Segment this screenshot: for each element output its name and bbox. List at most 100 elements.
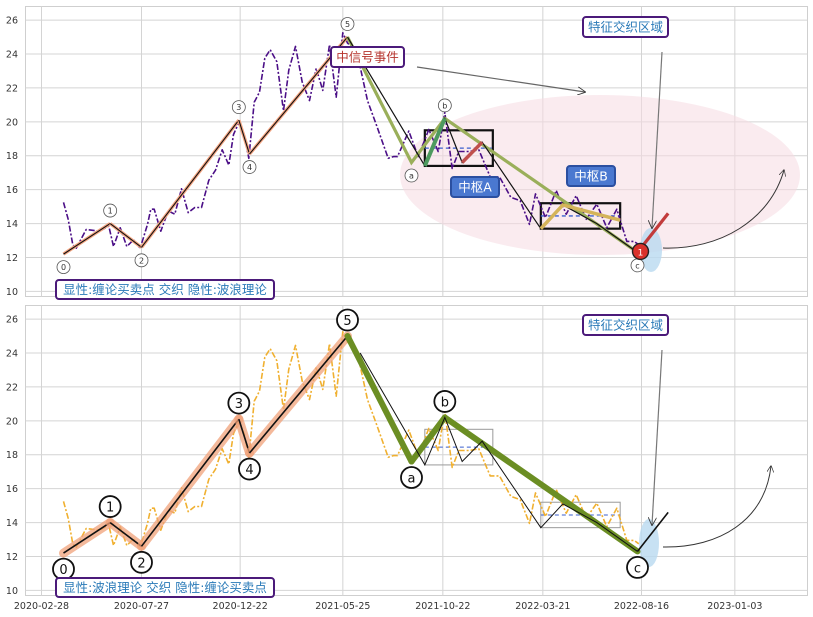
wave-marker-label: 1 (106, 501, 114, 516)
wave-marker-label: 3 (235, 397, 243, 412)
x-tick-label: 2021-10-22 (415, 601, 470, 612)
signal-arrow (416, 66, 585, 92)
wave-marker-label: 4 (245, 463, 253, 478)
y-tick-label: 26 (6, 16, 18, 27)
bi-line (141, 119, 240, 248)
buy-point-label: 1 (638, 248, 644, 258)
wave-line (140, 418, 240, 547)
zone-arrow (652, 349, 663, 525)
wave-marker (56, 260, 71, 275)
wave-marker (242, 160, 257, 174)
hub-b-label-box (566, 165, 616, 187)
bi-line (63, 223, 111, 255)
wave-marker (336, 308, 359, 332)
y-tick-label: 18 (6, 151, 18, 162)
wave-marker-label: 2 (137, 556, 145, 571)
wave-marker-label: 5 (345, 20, 350, 29)
wave-marker (433, 390, 457, 413)
zone-label: 特征交织区域 (588, 318, 663, 333)
x-tick-label: 2020-07-27 (114, 601, 169, 612)
wave-marker (437, 98, 452, 113)
wave-marker-label: 0 (59, 563, 67, 578)
wave-marker-label: 2 (139, 256, 144, 265)
wave-marker-label: 4 (247, 163, 252, 172)
price-series-line (62, 31, 640, 249)
wave-marker (400, 466, 423, 489)
y-tick-label: 10 (6, 586, 18, 597)
hub-a-label: 中枢A (458, 180, 492, 195)
wave-marker (98, 495, 122, 518)
wave-marker-label: b (441, 395, 449, 410)
segment-line (346, 36, 639, 254)
wave-marker-label: a (408, 472, 416, 487)
wave-line (63, 521, 111, 554)
corner-caption: 显性:波浪理论 交织 隐性:缠论买卖点 (63, 580, 267, 595)
wave-marker (626, 556, 649, 579)
hub-b-stroke (539, 202, 621, 230)
y-tick-label: 18 (6, 450, 18, 461)
wave-marker (130, 550, 153, 574)
forecast-arrow (662, 466, 771, 548)
rebound-stroke (636, 511, 669, 552)
y-tick-label: 10 (6, 287, 18, 298)
wave-line (344, 333, 415, 465)
zone-arrow (652, 51, 663, 228)
wave-line (238, 418, 251, 454)
y-tick-label: 22 (6, 382, 18, 393)
y-tick-label: 20 (6, 416, 18, 427)
wave-marker (238, 457, 261, 481)
wave-line (109, 521, 142, 547)
x-tick-label: 2022-08-16 (614, 601, 669, 612)
corner-caption-box (55, 279, 275, 300)
y-tick-label: 14 (6, 219, 18, 230)
y-tick-label: 16 (6, 484, 18, 495)
zone-label-box (582, 314, 669, 336)
wave-marker-label: 0 (61, 263, 66, 272)
hub-red-stroke (460, 140, 484, 164)
wave-marker-label: c (635, 261, 639, 270)
y-tick-label: 14 (6, 518, 18, 529)
y-tick-label: 22 (6, 83, 18, 94)
x-tick-label: 2020-02-28 (14, 601, 69, 612)
corner-caption-box (55, 577, 275, 598)
y-tick-label: 24 (6, 348, 18, 359)
y-tick-label: 12 (6, 253, 18, 264)
buy-point-highlight (640, 228, 662, 272)
wave-marker-label: a (409, 172, 414, 181)
x-tick-label: 2023-01-03 (707, 601, 762, 612)
bi-line (238, 119, 251, 155)
wave-marker (103, 203, 118, 218)
wave-marker-label: 3 (236, 103, 241, 112)
hub-up-stroke (422, 117, 447, 167)
wave-marker-label: b (442, 101, 447, 110)
x-tick-label: 2022-03-21 (515, 601, 570, 612)
wave-marker (231, 100, 246, 115)
y-tick-label: 26 (6, 315, 18, 326)
wave-line (248, 335, 349, 454)
forecast-arrow (662, 170, 784, 249)
signal-label-box (330, 46, 405, 68)
x-tick-label: 2020-12-22 (213, 601, 268, 612)
signal-label: 中信号事件 (336, 50, 399, 65)
wave-marker (134, 253, 149, 268)
hub-b-label: 中枢B (574, 169, 608, 184)
bi-line (109, 223, 142, 248)
hub-a-label-box (450, 176, 500, 198)
x-tick-label: 2021-05-25 (315, 601, 370, 612)
wave-marker (227, 391, 251, 415)
wave-line (408, 414, 448, 465)
corner-caption: 显性:缠论买卖点 交织 隐性:波浪理论 (63, 282, 267, 297)
y-tick-label: 12 (6, 552, 18, 563)
y-tick-label: 20 (6, 117, 18, 128)
y-tick-label: 24 (6, 49, 18, 60)
wave-marker (404, 168, 419, 183)
bi-line (359, 352, 638, 552)
wave-marker (340, 17, 355, 31)
zone-label: 特征交织区域 (588, 20, 663, 35)
zone-label-box (582, 16, 669, 38)
buy-point-marker (631, 242, 650, 261)
y-tick-label: 16 (6, 185, 18, 196)
